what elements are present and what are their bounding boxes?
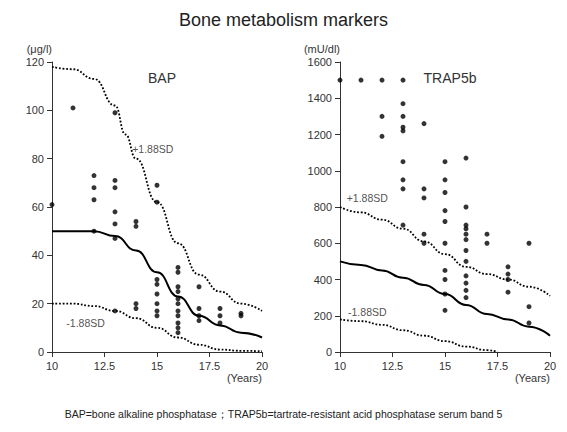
svg-text:BAP: BAP [148,70,176,86]
svg-text:0: 0 [326,346,332,358]
svg-text:12.5: 12.5 [382,360,403,372]
svg-text:20: 20 [256,360,268,372]
svg-text:1000: 1000 [308,165,332,177]
svg-text:80: 80 [32,153,44,165]
svg-text:-1.88SD: -1.88SD [66,317,105,329]
svg-text:120: 120 [26,56,44,68]
svg-text:15: 15 [439,360,451,372]
svg-text:20: 20 [32,298,44,310]
svg-text:10: 10 [46,360,58,372]
svg-text:200: 200 [314,310,332,322]
svg-text:400: 400 [314,274,332,286]
svg-text:15: 15 [151,360,163,372]
svg-text:17.5: 17.5 [487,360,508,372]
svg-text:60: 60 [32,201,44,213]
svg-text:(mU/dl): (mU/dl) [304,43,340,55]
svg-text:10: 10 [334,360,346,372]
svg-text:BAP=bone alkaline phosphatase；: BAP=bone alkaline phosphatase；TRAP5b=tar… [65,408,503,420]
svg-text:800: 800 [314,201,332,213]
svg-text:0: 0 [38,346,44,358]
svg-text:-1.88SD: -1.88SD [348,306,387,318]
svg-text:1600: 1600 [308,56,332,68]
svg-text:(μg/l): (μg/l) [27,43,52,55]
svg-text:+1.88SD: +1.88SD [347,192,389,204]
svg-text:1400: 1400 [308,92,332,104]
svg-text:1200: 1200 [308,129,332,141]
svg-text:+1.88SD: +1.88SD [132,143,174,155]
svg-text:40: 40 [32,249,44,261]
svg-text:12.5: 12.5 [94,360,115,372]
svg-text:(Years): (Years) [227,372,262,384]
svg-text:Bone metabolism markers: Bone metabolism markers [179,10,388,30]
svg-text:600: 600 [314,237,332,249]
svg-text:TRAP5b: TRAP5b [424,70,477,86]
svg-text:20: 20 [544,360,556,372]
svg-text:(Years): (Years) [515,372,550,384]
svg-text:17.5: 17.5 [199,360,220,372]
svg-text:100: 100 [26,104,44,116]
